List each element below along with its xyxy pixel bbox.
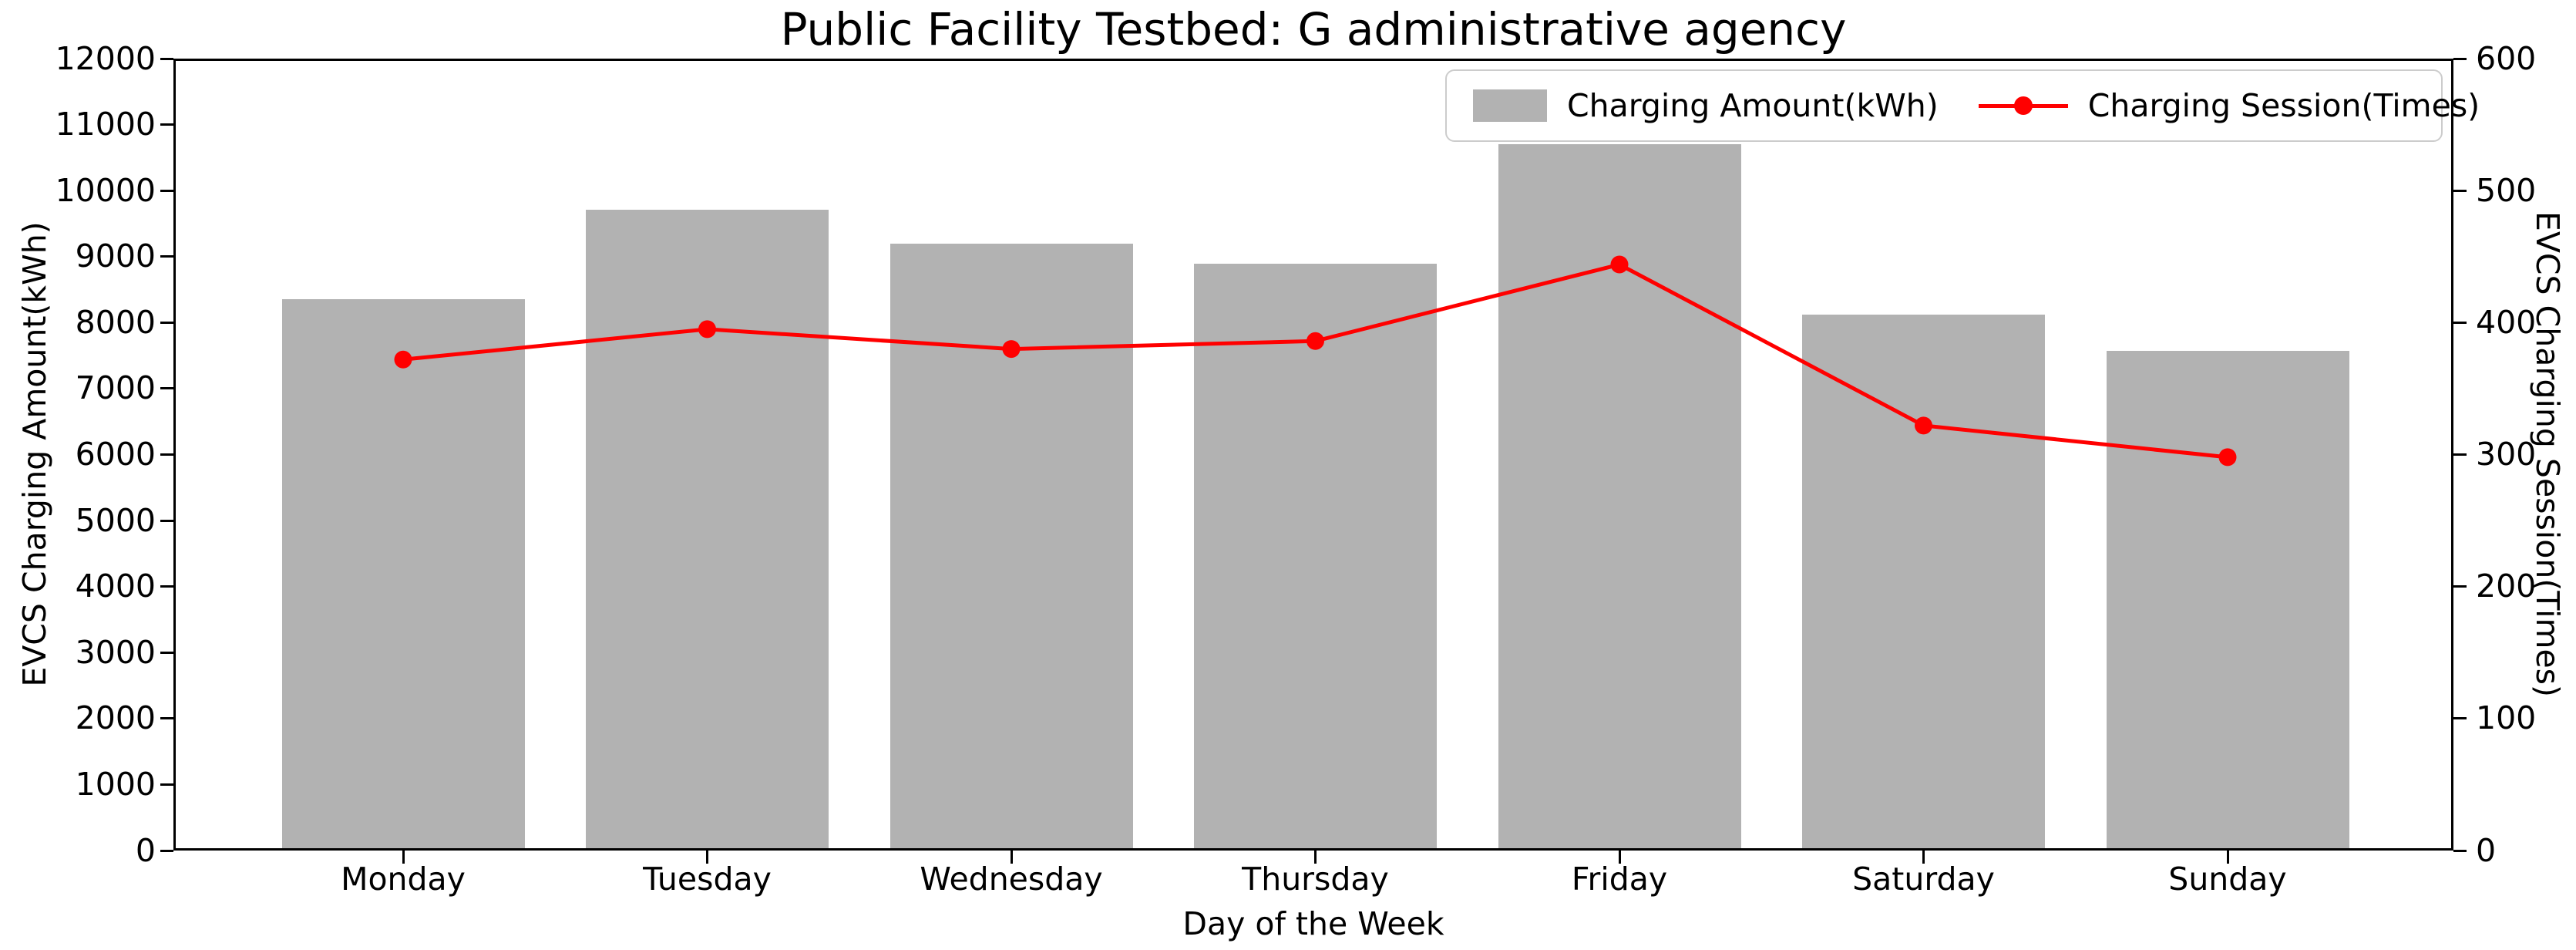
ytick-label-left-1000: 1000: [75, 765, 156, 803]
ytick-left-2000: [160, 717, 173, 720]
ytick-label-right-300: 300: [2476, 436, 2537, 473]
legend-bar-swatch-icon: [1473, 89, 1547, 122]
ytick-label-left-8000: 8000: [75, 303, 156, 341]
bar-tuesday: [586, 210, 829, 851]
line-point-saturday: [1915, 416, 1932, 435]
line-point-sunday: [2218, 448, 2237, 467]
ytick-right-500: [2453, 189, 2467, 192]
ytick-label-left-2000: 2000: [75, 699, 156, 737]
line-point-wednesday: [1002, 340, 1021, 359]
ytick-left-10000: [160, 189, 173, 192]
ytick-label-left-7000: 7000: [75, 369, 156, 407]
line-point-tuesday: [698, 320, 716, 339]
ytick-left-11000: [160, 123, 173, 126]
ytick-right-0: [2453, 849, 2467, 852]
bar-monday: [281, 298, 525, 851]
xtick-thursday: [1314, 851, 1317, 864]
bar-thursday: [1194, 264, 1437, 851]
legend-item-charging-amount: Charging Amount(kWh): [1473, 87, 1939, 124]
ytick-left-8000: [160, 321, 173, 324]
ytick-label-left-3000: 3000: [75, 633, 156, 671]
ytick-left-4000: [160, 585, 173, 588]
ytick-right-100: [2453, 717, 2467, 720]
ytick-label-left-5000: 5000: [75, 501, 156, 539]
xtick-label-saturday: Saturday: [1852, 861, 1995, 898]
ytick-left-0: [160, 849, 173, 852]
ytick-label-right-0: 0: [2476, 831, 2497, 869]
xtick-label-sunday: Sunday: [2168, 861, 2287, 898]
bar-sunday: [2106, 351, 2349, 851]
xtick-saturday: [1922, 851, 1925, 864]
ytick-right-200: [2453, 585, 2467, 588]
legend-line-dot: [2013, 96, 2033, 115]
legend-item-charging-session: Charging Session(Times): [1978, 87, 2480, 124]
xtick-label-monday: Monday: [341, 861, 466, 898]
ytick-label-left-12000: 12000: [55, 39, 156, 77]
ytick-label-left-10000: 10000: [55, 171, 156, 209]
bar-saturday: [1802, 315, 2045, 851]
ytick-left-1000: [160, 783, 173, 786]
legend: Charging Amount(kWh) Charging Session(Ti…: [1445, 69, 2480, 142]
ytick-label-right-100: 100: [2476, 699, 2537, 737]
xtick-label-wednesday: Wednesday: [920, 861, 1103, 898]
ytick-left-6000: [160, 453, 173, 456]
line-point-friday: [1610, 255, 1629, 274]
xtick-friday: [1618, 851, 1621, 864]
line-point-monday: [394, 350, 412, 369]
ytick-left-3000: [160, 651, 173, 654]
legend-label-charging-session: Charging Session(Times): [2087, 87, 2480, 124]
ytick-label-left-6000: 6000: [75, 436, 156, 473]
ytick-right-400: [2453, 321, 2467, 324]
ytick-right-600: [2453, 57, 2467, 60]
line-point-thursday: [1306, 332, 1324, 350]
charging-session-line: [402, 262, 2228, 460]
xtick-tuesday: [706, 851, 708, 864]
ytick-label-right-500: 500: [2476, 171, 2537, 209]
xtick-wednesday: [1010, 851, 1013, 864]
ytick-label-left-9000: 9000: [75, 238, 156, 275]
ytick-left-9000: [160, 255, 173, 258]
ytick-label-left-4000: 4000: [75, 568, 156, 605]
legend-label-charging-amount: Charging Amount(kWh): [1567, 87, 1939, 124]
ytick-label-right-200: 200: [2476, 568, 2537, 605]
xtick-label-tuesday: Tuesday: [643, 861, 772, 898]
ytick-left-12000: [160, 57, 173, 60]
xtick-sunday: [2226, 851, 2229, 864]
xtick-monday: [402, 851, 405, 864]
xtick-label-thursday: Thursday: [1242, 861, 1389, 898]
ytick-label-right-400: 400: [2476, 303, 2537, 341]
ytick-label-right-600: 600: [2476, 39, 2537, 77]
ytick-left-5000: [160, 519, 173, 522]
chart-title: Public Facility Testbed: G administrativ…: [780, 3, 1847, 56]
xtick-label-friday: Friday: [1571, 861, 1668, 898]
line-series-layer: [394, 255, 2237, 467]
bar-series-layer: [173, 59, 2453, 851]
ytick-label-left-11000: 11000: [55, 106, 156, 143]
ytick-left-7000: [160, 387, 173, 390]
ytick-label-left-0: 0: [135, 831, 156, 869]
legend-line-marker-icon: [1978, 96, 2068, 115]
ytick-right-300: [2453, 453, 2467, 456]
x-axis-label: Day of the Week: [1182, 905, 1444, 942]
